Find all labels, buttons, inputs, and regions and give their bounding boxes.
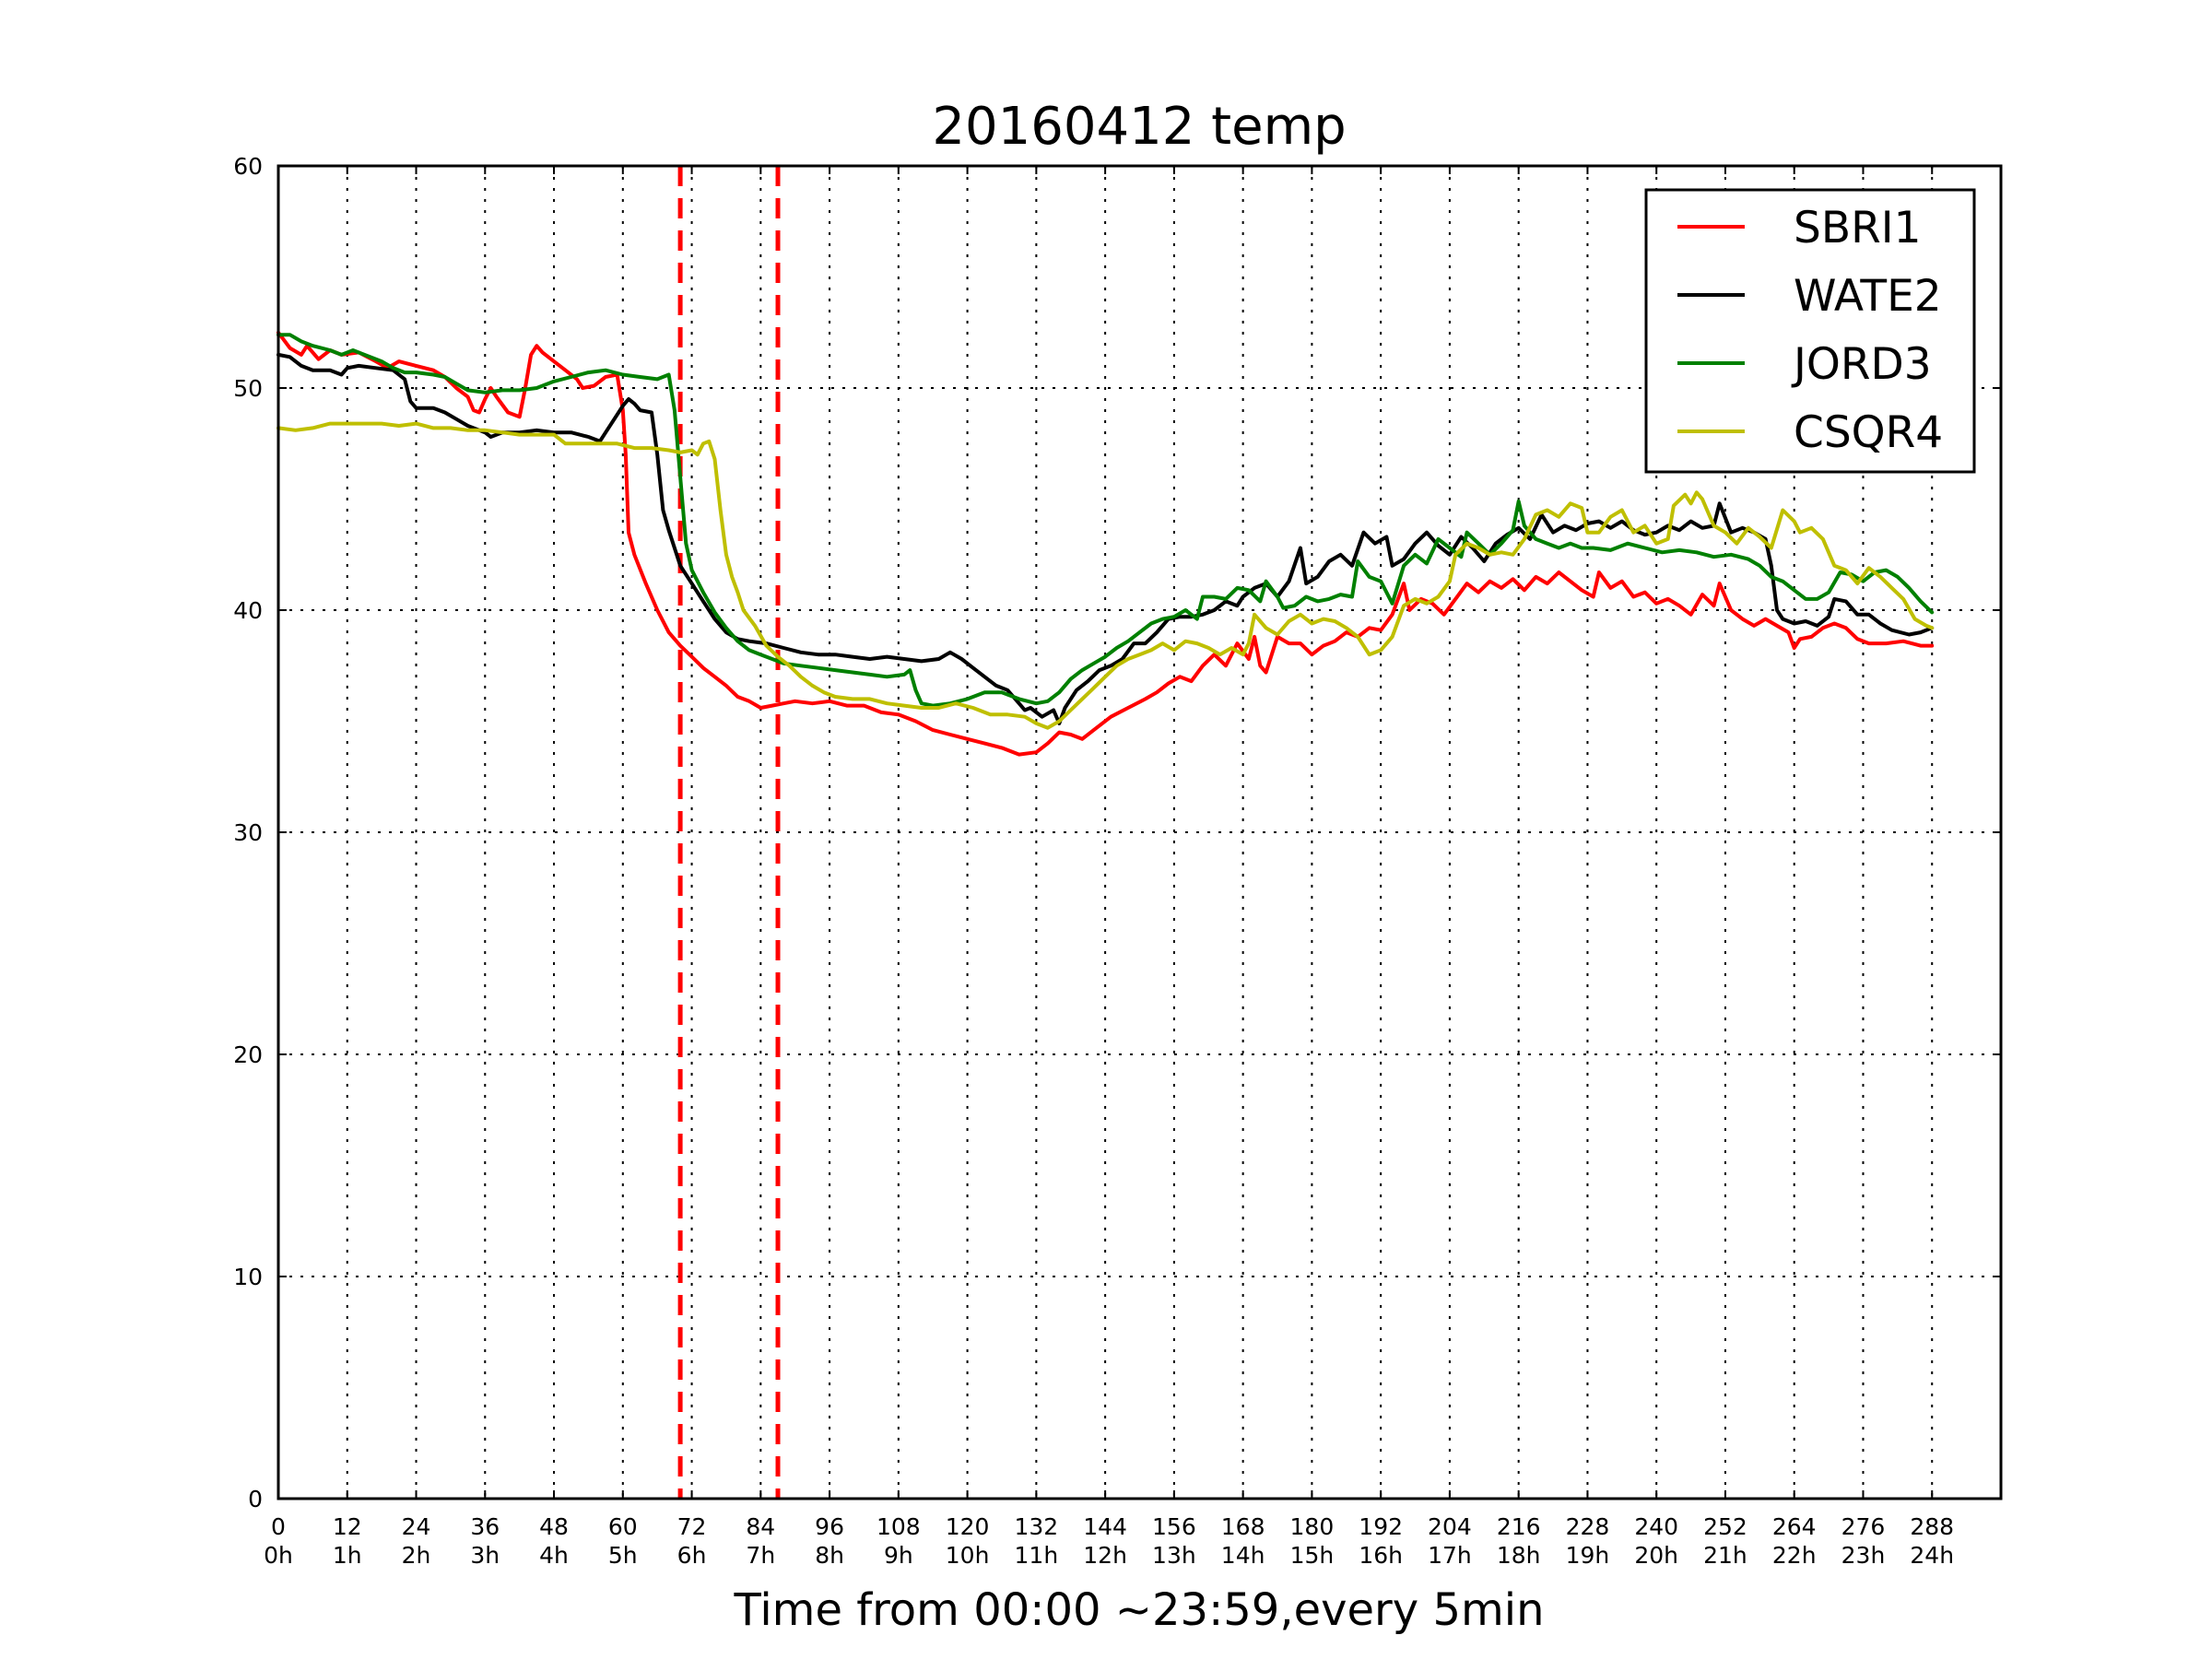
series-line-jord3 [276,333,1935,708]
x-tick-sublabel: 1h [333,1542,362,1569]
y-tick-label: 40 [233,597,263,624]
x-tick-label: 288 [1910,1513,1954,1540]
vertical-markers [677,166,781,1499]
x-tick-label: 144 [1083,1513,1127,1540]
x-tick-label: 156 [1152,1513,1196,1540]
y-tick-label: 10 [233,1264,263,1290]
x-tick-label: 120 [946,1513,990,1540]
series-line-wate2 [276,352,1935,725]
x-tick-label: 204 [1428,1513,1472,1540]
y-tick-label: 50 [233,375,263,402]
x-tick-sublabel: 5h [608,1542,638,1569]
x-tick-label: 168 [1221,1513,1265,1540]
legend-box [1644,188,1976,474]
x-tick-sublabel: 0h [264,1542,293,1569]
x-tick-label: 48 [539,1513,569,1540]
x-tick-label: 264 [1772,1513,1817,1540]
x-tick-label: 180 [1290,1513,1335,1540]
x-tick-label: 72 [677,1513,707,1540]
legend-label-jord3: JORD3 [1791,339,1932,390]
x-tick-sublabel: 9h [884,1542,913,1569]
x-tick-sublabel: 14h [1221,1542,1265,1569]
x-tick-sublabel: 15h [1290,1542,1335,1569]
legend-label-wate2: WATE2 [1794,271,1942,322]
x-tick-sublabel: 16h [1359,1542,1403,1569]
series-lines [276,330,1935,757]
x-tick-sublabel: 21h [1703,1542,1747,1569]
x-tick-label: 240 [1634,1513,1678,1540]
x-tick-label: 192 [1359,1513,1403,1540]
axis-ticks [277,165,2001,1500]
x-tick-label: 12 [333,1513,362,1540]
x-tick-label: 84 [746,1513,775,1540]
x-tick-sublabel: 2h [402,1542,431,1569]
x-tick-sublabel: 4h [539,1542,569,1569]
x-tick-label: 228 [1566,1513,1610,1540]
x-tick-sublabel: 3h [470,1542,500,1569]
series-line-csqr4 [276,421,1935,730]
x-tick-sublabel: 7h [746,1542,775,1569]
x-tick-label: 252 [1703,1513,1747,1540]
x-tick-label: 132 [1015,1513,1059,1540]
x-tick-sublabel: 23h [1841,1542,1886,1569]
x-tick-sublabel: 22h [1772,1542,1817,1569]
x-tick-label: 24 [402,1513,431,1540]
y-tick-label: 30 [233,819,263,846]
x-tick-sublabel: 12h [1083,1542,1127,1569]
x-tick-sublabel: 11h [1015,1542,1059,1569]
x-axis-label: Time from 00:00 ~23:59,every 5min [734,1584,1545,1636]
x-tick-label: 36 [470,1513,500,1540]
x-tick-sublabel: 10h [946,1542,990,1569]
y-tick-label: 60 [233,153,263,180]
x-tick-label: 108 [877,1513,921,1540]
x-tick-label: 216 [1497,1513,1541,1540]
x-tick-sublabel: 17h [1428,1542,1472,1569]
x-tick-sublabel: 20h [1634,1542,1678,1569]
x-tick-sublabel: 19h [1566,1542,1610,1569]
y-tick-label: 0 [248,1486,263,1512]
x-tick-sublabel: 13h [1152,1542,1196,1569]
x-tick-sublabel: 18h [1497,1542,1541,1569]
y-tick-labels: 0 10 20 30 40 50 60 [233,153,263,1512]
x-tick-sublabel: 8h [815,1542,844,1569]
x-tick-sublabel: 6h [677,1542,707,1569]
x-tick-label: 276 [1841,1513,1886,1540]
series-line-sbri1 [276,330,1935,757]
x-tick-label: 0 [271,1513,286,1540]
x-tick-label: 96 [815,1513,844,1540]
legend-label-csqr4: CSQR4 [1794,407,1943,458]
chart-title: 20160412 temp [932,97,1346,157]
x-tick-sublabel: 24h [1910,1542,1954,1569]
legend-label-sbri1: SBRI1 [1794,203,1922,253]
x-tick-label: 60 [608,1513,638,1540]
legend: SBRI1 WATE2 JORD3 CSQR4 [1644,188,1976,474]
y-tick-label: 20 [233,1041,263,1068]
